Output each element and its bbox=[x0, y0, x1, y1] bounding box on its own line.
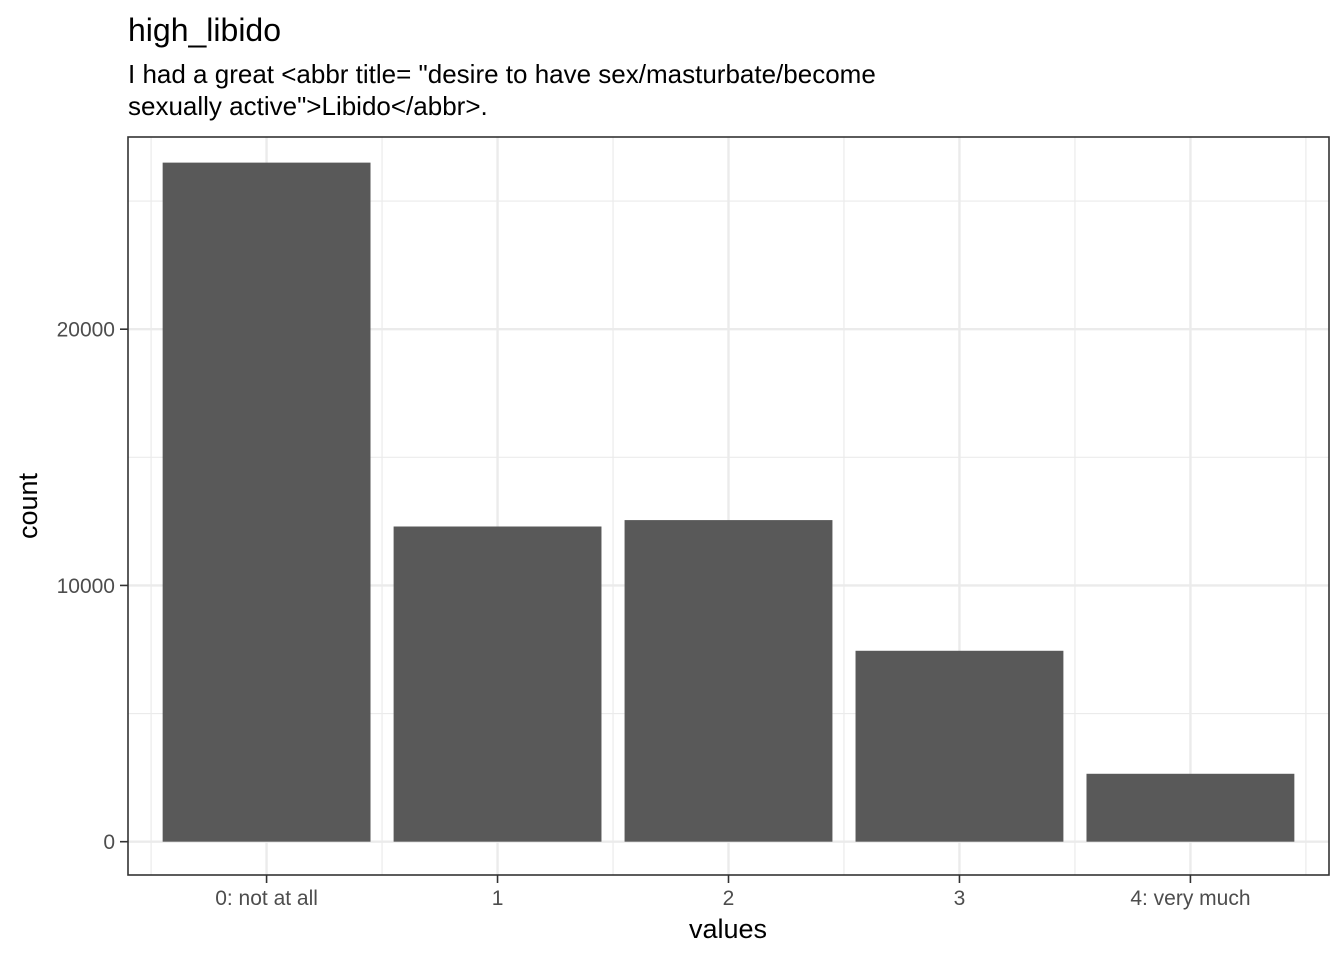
bar-3 bbox=[855, 650, 1064, 842]
y-axis-title: count bbox=[13, 472, 43, 539]
bars bbox=[162, 162, 1295, 842]
bar-0 bbox=[162, 162, 371, 842]
bar-2 bbox=[624, 520, 833, 842]
chart-subtitle-line-1: I had a great <abbr title= "desire to ha… bbox=[128, 59, 876, 89]
x-tick-label: 4: very much bbox=[1130, 887, 1250, 910]
panel-border bbox=[127, 136, 1330, 876]
chart-title: high_libido bbox=[128, 12, 281, 48]
bar-1 bbox=[393, 526, 602, 842]
x-tick-label: 0: not at all bbox=[215, 887, 318, 910]
chart-subtitle-line-2: sexually active">Libido</abbr>. bbox=[128, 91, 488, 121]
x-tick-label: 3 bbox=[954, 887, 966, 910]
x-tick-label: 2 bbox=[723, 887, 735, 910]
y-tick-label: 20000 bbox=[57, 319, 115, 342]
x-axis-title: values bbox=[689, 914, 767, 944]
y-tick-label: 0 bbox=[103, 831, 115, 854]
axes: 0 10000 20000 0: not at all 1 2 3 4: very much bbox=[57, 319, 1251, 910]
bar-4 bbox=[1086, 773, 1295, 842]
y-tick-label: 10000 bbox=[57, 575, 115, 598]
x-tick-label: 1 bbox=[492, 887, 504, 910]
